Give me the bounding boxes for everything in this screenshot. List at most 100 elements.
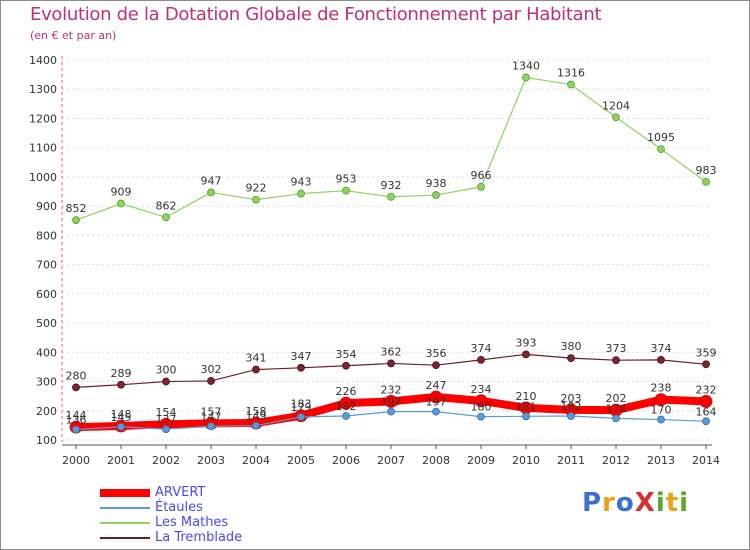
point-la-tremblade bbox=[252, 365, 260, 374]
logo-letter: X bbox=[634, 488, 656, 518]
data-label-etaules: 147 bbox=[201, 410, 222, 423]
data-label-etaules: 149 bbox=[246, 410, 267, 423]
point-etaules bbox=[162, 425, 170, 434]
point-arvert bbox=[474, 394, 488, 408]
data-label-la-tremblade: 356 bbox=[426, 347, 447, 360]
point-la-tremblade bbox=[72, 383, 80, 392]
data-label-arvert: 247 bbox=[426, 379, 447, 392]
data-label-arvert: 154 bbox=[156, 406, 177, 419]
data-label-les-mathes: 1316 bbox=[557, 67, 585, 80]
point-arvert bbox=[339, 396, 353, 410]
point-etaules bbox=[432, 407, 440, 416]
data-label-la-tremblade: 347 bbox=[291, 350, 312, 363]
data-label-etaules: 180 bbox=[471, 401, 492, 414]
data-label-arvert: 202 bbox=[606, 392, 627, 405]
data-label-arvert: 232 bbox=[381, 383, 402, 396]
point-la-tremblade bbox=[387, 359, 395, 368]
point-les-mathes bbox=[387, 192, 395, 201]
point-les-mathes bbox=[657, 145, 665, 154]
data-label-les-mathes: 943 bbox=[291, 176, 312, 189]
point-arvert bbox=[654, 393, 668, 407]
data-label-arvert: 210 bbox=[516, 390, 537, 403]
logo-letter: r bbox=[602, 488, 616, 518]
x-tick-label: 2008 bbox=[422, 454, 450, 467]
point-etaules bbox=[567, 412, 575, 420]
data-label-etaules: 145 bbox=[111, 411, 132, 424]
point-arvert bbox=[429, 390, 443, 404]
point-etaules bbox=[387, 407, 395, 416]
data-label-les-mathes: 966 bbox=[471, 169, 492, 182]
y-tick-label: 400 bbox=[36, 346, 57, 359]
point-la-tremblade bbox=[342, 361, 350, 370]
data-label-la-tremblade: 280 bbox=[66, 369, 87, 382]
point-la-tremblade bbox=[522, 350, 530, 359]
data-label-les-mathes: 1340 bbox=[512, 60, 540, 73]
y-tick-label: 700 bbox=[36, 259, 57, 272]
data-label-la-tremblade: 302 bbox=[201, 363, 222, 376]
point-la-tremblade bbox=[117, 380, 125, 389]
data-label-etaules: 182 bbox=[336, 400, 357, 413]
chart-subtitle: (en € et par an) bbox=[30, 29, 117, 42]
legend-swatch-etaules bbox=[100, 507, 150, 509]
data-label-arvert: 158 bbox=[246, 405, 267, 418]
data-label-les-mathes: 909 bbox=[111, 186, 132, 199]
x-tick-label: 2013 bbox=[647, 454, 675, 467]
point-arvert bbox=[384, 395, 398, 408]
point-etaules bbox=[612, 414, 620, 423]
point-la-tremblade bbox=[162, 377, 170, 386]
data-label-etaules: 164 bbox=[696, 405, 717, 418]
data-label-etaules: 136 bbox=[66, 413, 87, 426]
point-les-mathes bbox=[252, 195, 260, 204]
legend-label: La Tremblade bbox=[155, 530, 243, 545]
point-la-tremblade bbox=[567, 354, 575, 363]
legend-swatch-arvert bbox=[100, 489, 150, 497]
point-etaules bbox=[117, 422, 125, 431]
x-tick-label: 2014 bbox=[692, 454, 720, 467]
point-la-tremblade bbox=[657, 356, 665, 364]
y-tick-label: 1400 bbox=[29, 54, 57, 67]
point-etaules bbox=[342, 412, 350, 420]
y-tick-label: 600 bbox=[36, 288, 57, 301]
point-les-mathes bbox=[162, 213, 170, 222]
data-label-les-mathes: 947 bbox=[201, 174, 222, 187]
data-label-les-mathes: 932 bbox=[381, 179, 402, 192]
point-les-mathes bbox=[432, 191, 440, 199]
point-etaules bbox=[297, 413, 305, 421]
logo-letter: i bbox=[679, 488, 690, 518]
y-tick-label: 800 bbox=[36, 229, 57, 242]
y-tick-label: 1100 bbox=[29, 142, 57, 155]
proxiti-logo: ProXiti bbox=[582, 488, 689, 518]
data-label-etaules: 137 bbox=[156, 413, 177, 426]
logo-letter: o bbox=[615, 488, 635, 518]
y-tick-label: 500 bbox=[36, 317, 57, 330]
point-les-mathes bbox=[612, 113, 620, 122]
data-label-les-mathes: 938 bbox=[426, 177, 447, 190]
x-tick-label: 2010 bbox=[512, 454, 540, 467]
legend-swatch-les-mathes bbox=[100, 522, 150, 524]
data-label-etaules: 197 bbox=[426, 396, 447, 409]
data-label-la-tremblade: 354 bbox=[336, 348, 357, 361]
x-tick-label: 2002 bbox=[152, 454, 180, 467]
data-label-arvert: 148 bbox=[111, 408, 132, 421]
y-tick-label: 1300 bbox=[29, 83, 57, 96]
data-label-la-tremblade: 300 bbox=[156, 364, 177, 377]
point-etaules bbox=[207, 422, 215, 431]
logo-letter: i bbox=[655, 488, 666, 518]
data-label-arvert: 232 bbox=[696, 383, 717, 396]
point-la-tremblade bbox=[702, 360, 710, 369]
data-label-etaules: 181 bbox=[516, 400, 537, 413]
x-tick-label: 2012 bbox=[602, 454, 630, 467]
point-la-tremblade bbox=[207, 377, 215, 385]
point-la-tremblade bbox=[432, 361, 440, 370]
logo-letter: P bbox=[582, 488, 603, 518]
x-tick-label: 2004 bbox=[242, 454, 270, 467]
point-etaules bbox=[72, 425, 80, 434]
data-label-arvert: 157 bbox=[201, 405, 222, 418]
point-la-tremblade bbox=[297, 363, 305, 372]
data-label-la-tremblade: 374 bbox=[651, 342, 672, 355]
data-label-les-mathes: 862 bbox=[156, 199, 177, 212]
data-label-la-tremblade: 374 bbox=[471, 342, 492, 355]
y-tick-label: 1200 bbox=[29, 112, 57, 125]
data-label-la-tremblade: 359 bbox=[696, 346, 717, 359]
